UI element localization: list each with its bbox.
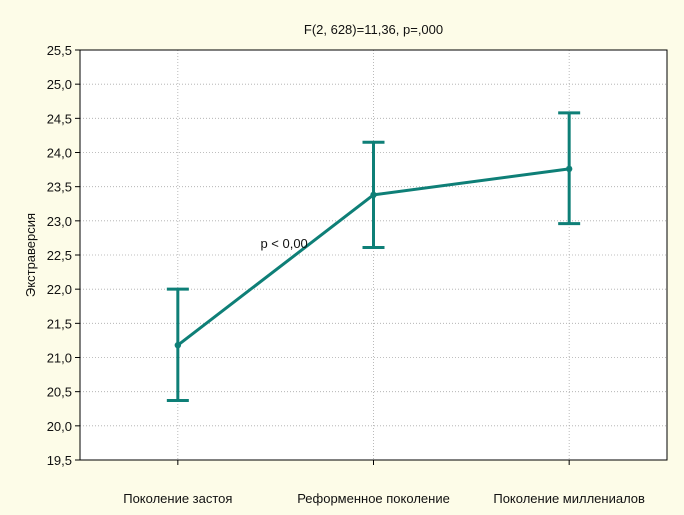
- y-tick-labels: 19,5 20,0 20,5 21,0 21,5 22,0 22,5 23,0 23,5 24,0…: [47, 43, 72, 468]
- y-tick-label: 21,0: [47, 351, 72, 366]
- annotation-p-value: p < 0,00: [260, 236, 307, 251]
- y-tick-label: 23,5: [47, 180, 72, 195]
- y-axis-label: Экстраверсия: [23, 213, 38, 297]
- y-tick-label: 22,5: [47, 248, 72, 263]
- data-point: [174, 342, 182, 349]
- x-tick-label: Реформенное поколение: [297, 491, 450, 506]
- y-tick-label: 20,5: [47, 385, 72, 400]
- x-tick-label: Поколение застоя: [123, 491, 232, 506]
- chart-title: F(2, 628)=11,36, p=,000: [304, 22, 443, 37]
- y-tick-label: 20,0: [47, 419, 72, 434]
- y-tick-label: 24,0: [47, 146, 72, 161]
- y-tick-label: 21,5: [47, 316, 72, 331]
- data-point: [370, 191, 377, 199]
- y-tick-label: 25,5: [47, 43, 72, 58]
- series-group: [166, 111, 581, 403]
- data-point: [565, 165, 573, 173]
- y-tick-label: 25,0: [47, 77, 72, 92]
- x-tick-label: Поколение миллениалов: [493, 491, 645, 506]
- x-tick-labels: Поколение застоя Реформенное поколение Пок…: [123, 491, 645, 506]
- y-tick-label: 22,0: [47, 282, 72, 297]
- y-tick-label: 23,0: [47, 214, 72, 229]
- y-tick-label: 19,5: [47, 453, 72, 468]
- plot-frame: [79, 49, 668, 461]
- y-tick-label: 24,5: [47, 111, 72, 126]
- axes: [75, 49, 668, 465]
